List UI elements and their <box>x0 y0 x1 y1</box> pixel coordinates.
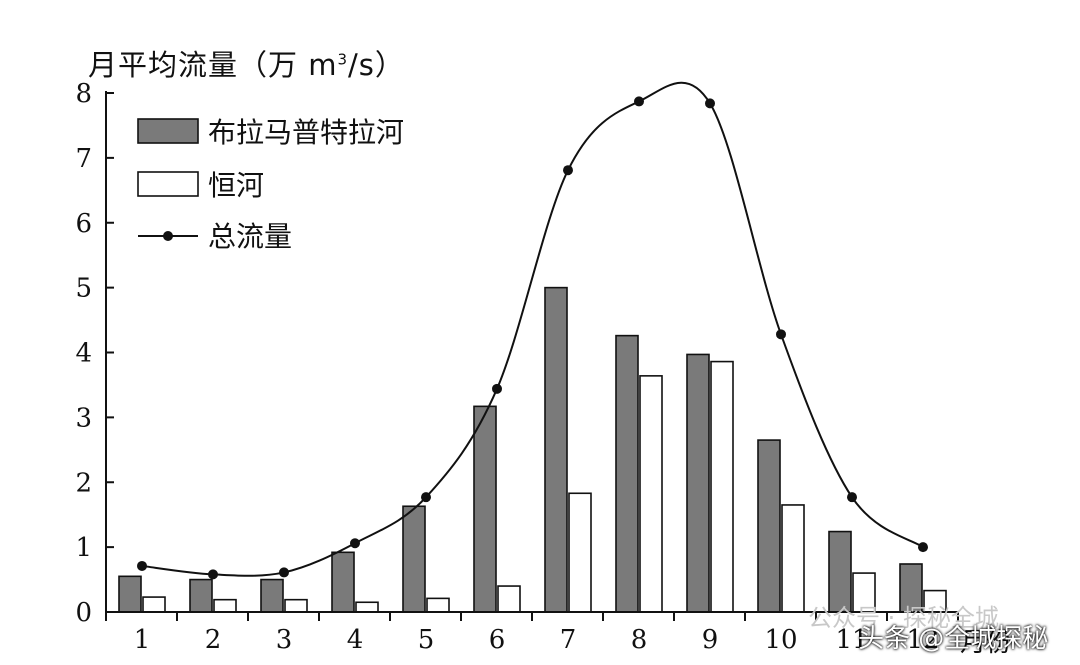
x-tick-label: 12 <box>906 625 939 655</box>
total-flow-point <box>634 96 644 107</box>
y-tick-label: 3 <box>75 403 92 433</box>
y-axis-label-main: 月平均流量（万 m <box>88 48 338 82</box>
legend-swatch-brahmaputra <box>137 118 199 144</box>
x-tick-label: 4 <box>347 625 364 655</box>
bar-brahmaputra <box>402 505 426 613</box>
y-tick-label: 0 <box>75 598 92 628</box>
bar-ganges <box>710 360 734 613</box>
x-tick-label: 9 <box>702 625 719 655</box>
x-axis-label: 月份 <box>960 628 1013 658</box>
bar-brahmaputra <box>118 575 142 613</box>
total-flow-point <box>137 560 147 571</box>
total-flow-point <box>705 98 715 109</box>
x-tick-label: 11 <box>835 625 868 655</box>
total-flow-point <box>918 542 928 553</box>
total-flow-point <box>350 538 360 549</box>
bars-layer <box>118 286 947 613</box>
x-tick-label: 3 <box>276 625 293 655</box>
legend-marker-total <box>163 231 173 241</box>
x-tick-label: 5 <box>418 625 435 655</box>
total-flow-point <box>563 165 573 176</box>
x-tick-label: 8 <box>631 625 648 655</box>
bar-ganges <box>284 598 308 613</box>
legend-swatch-ganges <box>137 171 199 197</box>
y-tick-label: 6 <box>75 209 92 239</box>
total-flow-point <box>776 329 786 340</box>
total-flow-line <box>141 81 924 577</box>
total-flow-line-layer <box>137 81 928 580</box>
y-tick-label: 5 <box>75 274 92 304</box>
bar-brahmaputra <box>331 551 355 613</box>
x-tick-label: 7 <box>560 625 577 655</box>
y-tick-label: 8 <box>75 79 92 109</box>
bar-brahmaputra <box>686 353 710 613</box>
bar-ganges <box>497 585 521 613</box>
bar-brahmaputra <box>615 334 639 613</box>
y-axis-label-sup: 3 <box>337 50 349 69</box>
bar-ganges <box>781 504 805 613</box>
y-axis-label: 月平均流量（万 m3/s） <box>88 42 405 84</box>
x-tick-label: 1 <box>134 625 151 655</box>
y-axis-label-end: /s） <box>348 48 405 82</box>
bar-brahmaputra <box>260 578 284 613</box>
legend-label-brahmaputra: 布拉马普特拉河 <box>208 116 404 149</box>
bar-ganges <box>568 492 592 613</box>
total-flow-point <box>847 492 857 503</box>
x-tick-label: 10 <box>764 625 797 655</box>
y-tick-label: 4 <box>75 339 92 369</box>
y-tick-label: 1 <box>75 533 92 563</box>
bar-ganges <box>426 597 450 613</box>
total-flow-point <box>208 569 218 580</box>
bar-brahmaputra <box>757 439 781 613</box>
bar-ganges <box>639 375 663 613</box>
x-tick-label: 6 <box>489 625 506 655</box>
y-tick-label: 2 <box>75 468 92 498</box>
watermark-main: 头条 @全城探秘 <box>858 624 1049 654</box>
bar-ganges <box>142 596 166 613</box>
bar-brahmaputra <box>189 578 213 613</box>
x-tick-label: 2 <box>205 625 222 655</box>
y-tick-label: 7 <box>75 144 92 174</box>
legend-label-ganges: 恒河 <box>208 169 264 202</box>
legend-label-total: 总流量 <box>208 220 292 253</box>
bar-ganges <box>355 601 379 613</box>
bar-brahmaputra <box>544 286 568 613</box>
watermark-faint: 公众号 · 探秘全城 <box>808 604 999 632</box>
total-flow-point <box>279 567 289 578</box>
total-flow-point <box>492 383 502 394</box>
bar-brahmaputra <box>473 405 497 613</box>
bar-ganges <box>213 598 237 613</box>
total-flow-point <box>421 492 431 503</box>
